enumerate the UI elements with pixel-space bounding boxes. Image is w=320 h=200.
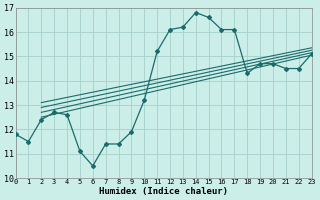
X-axis label: Humidex (Indice chaleur): Humidex (Indice chaleur)	[99, 187, 228, 196]
